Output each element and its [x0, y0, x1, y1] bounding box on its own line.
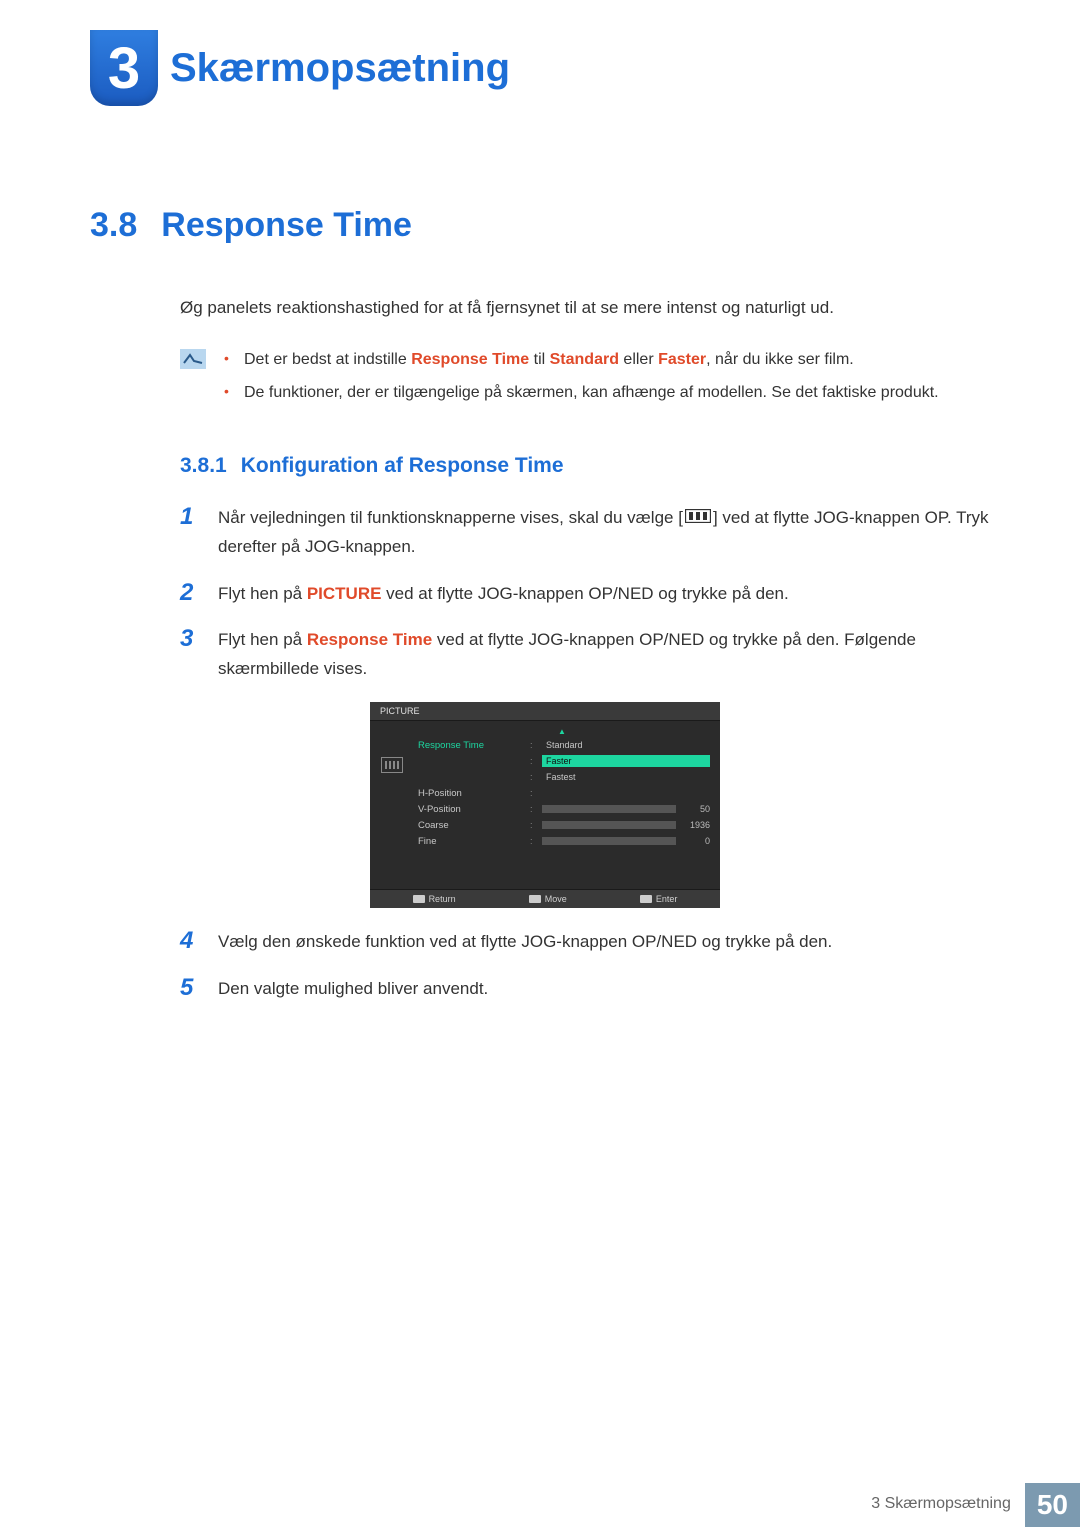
osd-option: Fastest — [542, 771, 710, 783]
osd-row-label: V-Position — [414, 804, 524, 815]
osd-slider-track — [542, 821, 676, 829]
note-list: Det er bedst at indstille Response Time … — [224, 347, 939, 414]
osd-slider-track — [542, 805, 676, 813]
osd-option: Standard — [542, 739, 710, 751]
page-footer: 3 Skærmopsætning 50 — [857, 1483, 1080, 1527]
osd-slider-track — [542, 837, 676, 845]
chapter-header: 3 Skærmopsætning — [90, 30, 1000, 106]
osd-row: V-Position:50 — [414, 801, 710, 817]
subsection-title: Konfiguration af Response Time — [241, 454, 564, 477]
step-list: 1 Når vejledningen til funktionsknappern… — [180, 504, 1000, 685]
step-text: Flyt hen på PICTURE ved at flytte JOG-kn… — [218, 580, 789, 609]
step-item: 4 Vælg den ønskede funktion ved at flytt… — [180, 928, 1000, 957]
section-number: 3.8 — [90, 206, 137, 244]
step-list-cont: 4 Vælg den ønskede funktion ved at flytt… — [180, 928, 1000, 1004]
enter-icon — [640, 895, 652, 903]
osd-slider-value: 0 — [682, 836, 710, 846]
osd-menu: PICTURE ▲ Response Time:Standard:Faster:… — [370, 702, 720, 908]
osd-slider-value: 50 — [682, 804, 710, 814]
note-block: Det er bedst at indstille Response Time … — [180, 347, 1000, 414]
note-icon — [180, 349, 206, 369]
chapter-title: Skærmopsætning — [170, 46, 510, 91]
osd-row: H-Position: — [414, 785, 710, 801]
osd-slider-value: 1936 — [682, 820, 710, 830]
chapter-number-badge: 3 — [90, 30, 158, 106]
osd-picture-icon — [381, 757, 403, 773]
step-item: 5 Den valgte mulighed bliver anvendt. — [180, 975, 1000, 1004]
osd-enter-hint: Enter — [640, 894, 678, 904]
step-text: Vælg den ønskede funktion ved at flytte … — [218, 928, 832, 957]
intro-paragraph: Øg panelets reaktionshastighed for at få… — [180, 295, 1000, 321]
osd-row: :Faster — [414, 753, 710, 769]
section-heading: 3.8 Response Time — [90, 206, 1000, 245]
step-number: 1 — [180, 504, 200, 562]
step-item: 2 Flyt hen på PICTURE ved at flytte JOG-… — [180, 580, 1000, 609]
menu-icon — [685, 504, 711, 533]
step-text: Når vejledningen til funktionsknapperne … — [218, 504, 1000, 562]
subsection-heading: 3.8.1 Konfiguration af Response Time — [180, 454, 1000, 478]
step-number: 2 — [180, 580, 200, 609]
osd-row-label: Response Time — [414, 740, 524, 751]
osd-option: Faster — [542, 755, 710, 767]
osd-return-hint: Return — [413, 894, 456, 904]
osd-up-arrow-icon: ▲ — [414, 727, 710, 737]
osd-footer: Return Move Enter — [370, 889, 720, 908]
osd-row: Response Time:Standard — [414, 737, 710, 753]
osd-row: :Fastest — [414, 769, 710, 785]
step-item: 3 Flyt hen på Response Time ved at flytt… — [180, 626, 1000, 684]
osd-row-label: H-Position — [414, 788, 524, 799]
step-item: 1 Når vejledningen til funktionsknappern… — [180, 504, 1000, 562]
osd-right-panel: ▲ Response Time:Standard:Faster:FastestH… — [414, 727, 720, 849]
osd-row-label: Fine — [414, 836, 524, 847]
move-icon — [529, 895, 541, 903]
osd-row: Fine:0 — [414, 833, 710, 849]
step-text: Flyt hen på Response Time ved at flytte … — [218, 626, 1000, 684]
section-title: Response Time — [161, 206, 412, 244]
page: 3 Skærmopsætning 3.8 Response Time Øg pan… — [0, 0, 1080, 1527]
step-number: 5 — [180, 975, 200, 1004]
osd-row-label: Coarse — [414, 820, 524, 831]
osd-row: Coarse:1936 — [414, 817, 710, 833]
step-text: Den valgte mulighed bliver anvendt. — [218, 975, 488, 1004]
osd-body: ▲ Response Time:Standard:Faster:FastestH… — [370, 721, 720, 889]
osd-left-panel — [370, 727, 414, 849]
note-item: Det er bedst at indstille Response Time … — [224, 347, 939, 373]
subsection-number: 3.8.1 — [180, 454, 227, 477]
osd-header: PICTURE — [370, 702, 720, 721]
step-number: 4 — [180, 928, 200, 957]
note-item: De funktioner, der er tilgængelige på sk… — [224, 380, 939, 406]
osd-move-hint: Move — [529, 894, 567, 904]
return-icon — [413, 895, 425, 903]
step-number: 3 — [180, 626, 200, 684]
footer-chapter-label: 3 Skærmopsætning — [857, 1483, 1025, 1527]
footer-page-number: 50 — [1025, 1483, 1080, 1527]
